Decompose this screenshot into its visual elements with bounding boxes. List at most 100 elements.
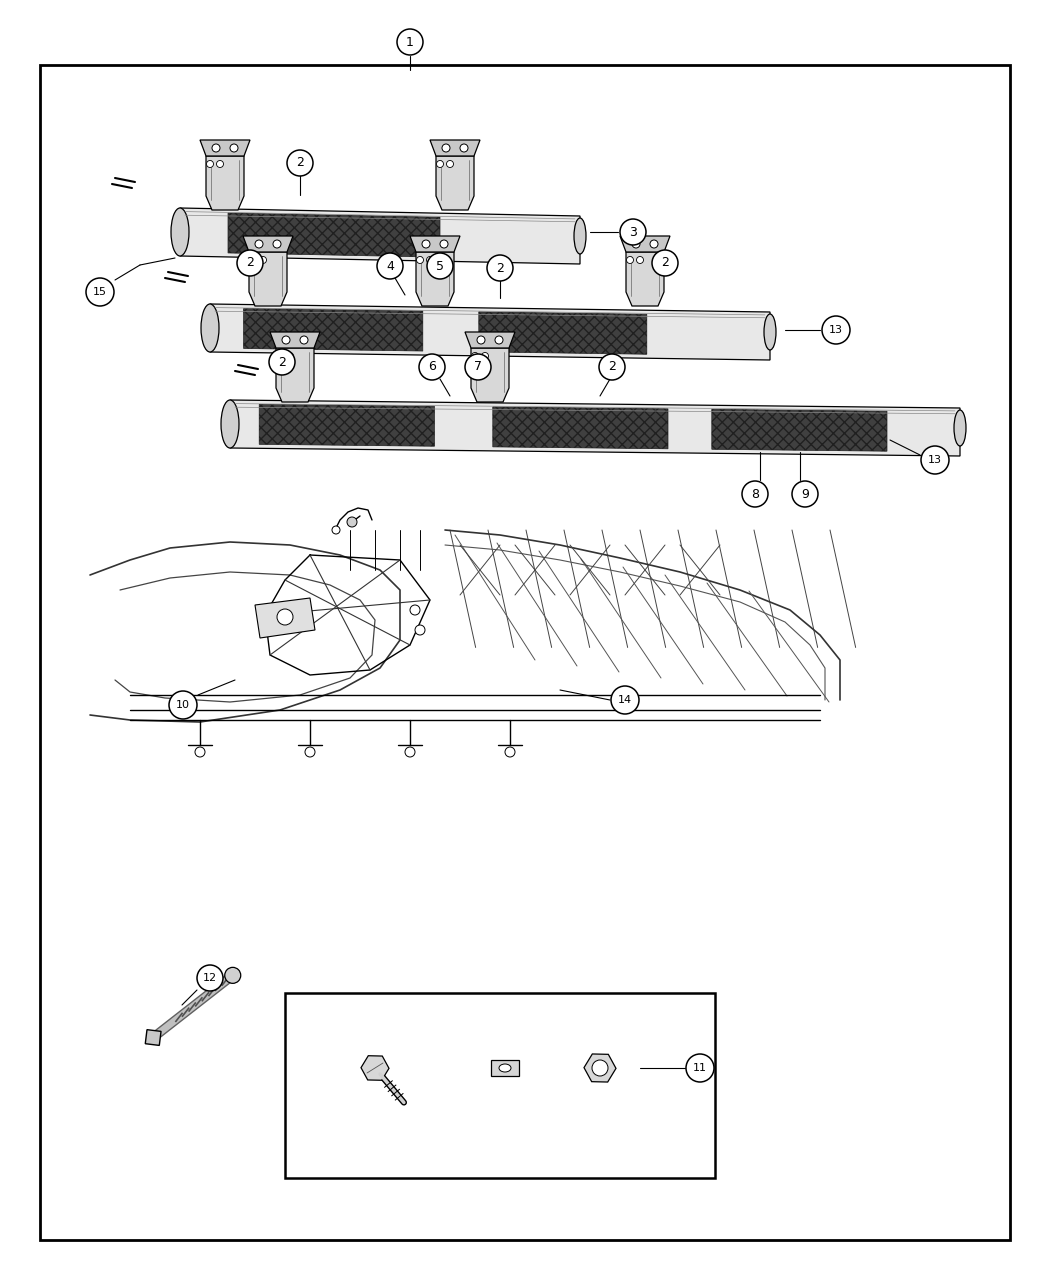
Text: 2: 2 xyxy=(496,261,504,274)
Circle shape xyxy=(86,278,114,306)
Circle shape xyxy=(611,686,639,714)
Polygon shape xyxy=(270,332,320,348)
Text: 4: 4 xyxy=(386,260,394,273)
Circle shape xyxy=(495,337,503,344)
Circle shape xyxy=(442,144,450,152)
Bar xyxy=(285,993,715,1178)
Ellipse shape xyxy=(954,411,966,446)
Circle shape xyxy=(410,606,420,615)
Text: 15: 15 xyxy=(93,287,107,297)
Polygon shape xyxy=(206,156,244,210)
Polygon shape xyxy=(255,598,315,638)
Polygon shape xyxy=(180,208,580,264)
Circle shape xyxy=(422,240,430,249)
Polygon shape xyxy=(410,236,460,252)
Circle shape xyxy=(487,255,513,280)
Circle shape xyxy=(627,256,633,264)
Circle shape xyxy=(742,481,768,507)
Circle shape xyxy=(650,240,658,249)
Circle shape xyxy=(686,1054,714,1082)
Circle shape xyxy=(426,256,434,264)
Text: 2: 2 xyxy=(246,256,254,269)
Polygon shape xyxy=(243,236,293,252)
Circle shape xyxy=(287,150,313,176)
Circle shape xyxy=(632,240,640,249)
Circle shape xyxy=(273,240,281,249)
Circle shape xyxy=(250,256,256,264)
Polygon shape xyxy=(430,140,480,156)
Ellipse shape xyxy=(201,303,219,352)
Circle shape xyxy=(169,691,197,719)
Circle shape xyxy=(259,256,267,264)
Polygon shape xyxy=(436,156,474,210)
Polygon shape xyxy=(276,348,314,402)
Circle shape xyxy=(792,481,818,507)
Circle shape xyxy=(415,625,425,635)
Polygon shape xyxy=(249,252,287,306)
Polygon shape xyxy=(712,409,887,451)
Text: 10: 10 xyxy=(176,700,190,710)
Circle shape xyxy=(822,316,850,344)
Circle shape xyxy=(207,161,213,167)
Polygon shape xyxy=(230,400,960,456)
Polygon shape xyxy=(492,407,668,449)
Text: 11: 11 xyxy=(693,1063,707,1074)
Circle shape xyxy=(437,161,443,167)
Circle shape xyxy=(482,352,488,360)
Circle shape xyxy=(300,337,308,344)
Circle shape xyxy=(287,352,294,360)
Circle shape xyxy=(269,349,295,375)
Polygon shape xyxy=(416,252,454,306)
Circle shape xyxy=(636,256,644,264)
Polygon shape xyxy=(479,312,647,354)
Text: 2: 2 xyxy=(608,361,616,374)
Circle shape xyxy=(237,250,262,275)
Polygon shape xyxy=(471,348,509,402)
Polygon shape xyxy=(259,404,435,446)
Circle shape xyxy=(377,252,403,279)
Circle shape xyxy=(419,354,445,380)
Polygon shape xyxy=(620,236,670,252)
Circle shape xyxy=(417,256,423,264)
Circle shape xyxy=(427,252,453,279)
Circle shape xyxy=(230,144,238,152)
Text: 14: 14 xyxy=(618,695,632,705)
Text: 2: 2 xyxy=(296,157,303,170)
Circle shape xyxy=(592,1060,608,1076)
Circle shape xyxy=(346,516,357,527)
Circle shape xyxy=(440,240,448,249)
Circle shape xyxy=(620,219,646,245)
Polygon shape xyxy=(228,213,440,258)
Circle shape xyxy=(216,161,224,167)
Ellipse shape xyxy=(171,208,189,256)
Circle shape xyxy=(277,609,293,625)
Text: 12: 12 xyxy=(203,973,217,983)
Ellipse shape xyxy=(220,400,239,448)
Circle shape xyxy=(304,747,315,757)
Circle shape xyxy=(921,446,949,474)
Polygon shape xyxy=(465,332,514,348)
Text: 8: 8 xyxy=(751,487,759,501)
Circle shape xyxy=(446,161,454,167)
Text: 7: 7 xyxy=(474,361,482,374)
Polygon shape xyxy=(244,309,423,351)
Bar xyxy=(491,1060,519,1076)
Circle shape xyxy=(255,240,262,249)
Text: 6: 6 xyxy=(428,361,436,374)
Circle shape xyxy=(405,747,415,757)
Polygon shape xyxy=(210,303,770,360)
Ellipse shape xyxy=(764,314,776,351)
Polygon shape xyxy=(200,140,250,156)
Circle shape xyxy=(332,527,340,534)
Text: 5: 5 xyxy=(436,260,444,273)
Circle shape xyxy=(477,337,485,344)
Circle shape xyxy=(225,968,240,983)
Text: 3: 3 xyxy=(629,226,637,238)
Circle shape xyxy=(282,337,290,344)
Circle shape xyxy=(505,747,514,757)
Text: 9: 9 xyxy=(801,487,808,501)
Circle shape xyxy=(460,144,468,152)
Circle shape xyxy=(471,352,479,360)
Ellipse shape xyxy=(574,218,586,254)
Circle shape xyxy=(652,250,678,275)
